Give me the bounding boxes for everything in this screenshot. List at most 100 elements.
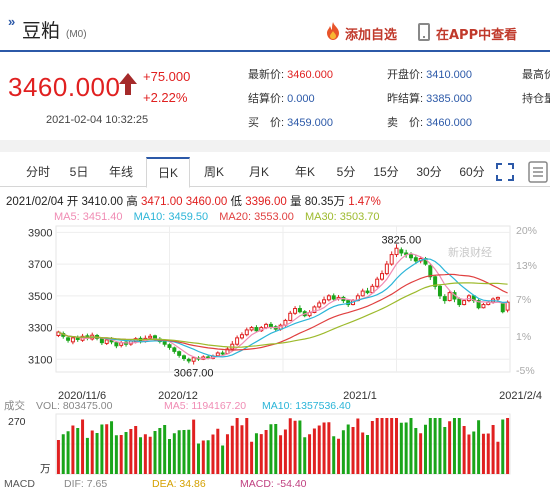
volume-bar xyxy=(158,428,162,474)
tab-1[interactable]: 5日 xyxy=(69,165,89,179)
candle-body xyxy=(181,355,186,360)
volume-bar xyxy=(308,434,312,474)
volume-bar xyxy=(385,418,389,474)
volume-bar xyxy=(317,425,321,474)
candle-body xyxy=(428,265,433,278)
tab-5[interactable]: 月K xyxy=(248,165,269,179)
volume-bar xyxy=(71,425,75,474)
candle-body xyxy=(66,337,71,341)
candle-body xyxy=(148,335,153,339)
vol-section-label: 成交 xyxy=(4,399,25,412)
candle-body xyxy=(239,334,244,339)
tab-8[interactable]: 15分 xyxy=(373,165,399,179)
volume-bar xyxy=(95,433,99,474)
info-open-label: 开 xyxy=(66,196,79,208)
fire-icon xyxy=(327,22,339,40)
field-bid: 买 价: 3459.000 xyxy=(248,117,334,129)
tab-6[interactable]: 年K xyxy=(294,165,315,179)
sidebar-icon[interactable] xyxy=(528,160,548,184)
volume-bar xyxy=(337,438,341,474)
volume-bar xyxy=(462,426,466,474)
candle-body xyxy=(317,302,322,308)
candle-body xyxy=(191,357,196,362)
volume-bar xyxy=(148,436,152,474)
candle-body xyxy=(322,299,327,304)
field-last: 最新价: 3460.000 xyxy=(248,69,334,81)
volume-bar xyxy=(61,434,65,474)
volume-bar xyxy=(366,435,370,474)
volume-bar xyxy=(211,434,215,474)
candle-body xyxy=(331,295,336,300)
view-in-app-button[interactable]: 在APP中查看 xyxy=(436,28,518,43)
tab-9[interactable]: 30分 xyxy=(416,165,442,179)
volume-bar xyxy=(346,424,350,474)
candle-body xyxy=(167,344,172,348)
y-tick-label: 3500 xyxy=(28,291,52,303)
volume-bar xyxy=(201,440,205,474)
fullscreen-icon[interactable] xyxy=(496,163,514,181)
volume-bar xyxy=(90,430,94,474)
volume-bar xyxy=(187,429,191,474)
candle-body xyxy=(70,337,75,343)
ma5-line xyxy=(58,252,508,360)
volume-bar xyxy=(501,419,505,474)
candle-body xyxy=(389,254,394,265)
volume-bar xyxy=(66,431,70,474)
tab-0[interactable]: 分时 xyxy=(25,165,50,179)
ma-legend: MA5: 3451.40 MA10: 3459.50 MA20: 3553.00… xyxy=(54,211,388,223)
candle-body xyxy=(297,308,302,313)
volume-bar xyxy=(250,441,254,474)
info-pct: 1.47% xyxy=(348,196,381,208)
volume-bar xyxy=(105,424,109,474)
vol-axis-unit: 万 xyxy=(40,463,51,475)
volume-bar xyxy=(341,430,345,474)
candle-body xyxy=(293,308,298,314)
volume-bar xyxy=(477,420,481,474)
volume-bar xyxy=(196,443,200,474)
price-annotation: 3825.00 xyxy=(381,234,421,246)
tab-3[interactable]: 日K xyxy=(146,157,190,188)
volume-bar xyxy=(139,437,143,474)
volume-bar xyxy=(85,437,89,474)
tab-7[interactable]: 5分 xyxy=(336,165,356,179)
volume-bar xyxy=(192,419,196,474)
volume-bar xyxy=(356,418,360,474)
up-arrow-icon xyxy=(119,73,137,95)
volume-bar xyxy=(100,424,104,474)
tab-2[interactable]: 年线 xyxy=(108,165,133,179)
candle-body xyxy=(481,304,486,309)
field-high: 最高价: xyxy=(522,69,550,81)
ma30-line xyxy=(58,282,508,348)
ma30-label: MA30: 3503.70 xyxy=(304,211,380,223)
phone-icon xyxy=(418,23,430,41)
volume-bar xyxy=(298,420,302,474)
candle-body xyxy=(220,352,225,355)
field-prev-settle: 昨结算: 3385.000 xyxy=(387,93,473,105)
field-settle: 结算价: 0.000 xyxy=(248,93,315,105)
x-tick-label: 2021/2/4 xyxy=(499,390,542,402)
ma20-label: MA20: 3553.00 xyxy=(219,211,294,223)
volume-bar xyxy=(399,422,403,474)
period-tabs xyxy=(0,157,550,187)
header-divider xyxy=(0,50,550,52)
kline-info: 2021/02/04 开 3410.00 高 3471.00 3460.00 低… xyxy=(6,193,381,209)
candle-body xyxy=(433,276,438,287)
tab-4[interactable]: 周K xyxy=(203,165,224,179)
candle-body xyxy=(249,327,254,331)
volume-bar xyxy=(414,428,418,474)
macd-dif: DIF: 7.65 xyxy=(64,478,107,488)
volume-bar xyxy=(351,427,355,474)
symbol-code: (M0) xyxy=(66,29,87,40)
volume-bar xyxy=(264,430,268,474)
volume-bar xyxy=(119,435,123,474)
tab-10[interactable]: 60分 xyxy=(459,165,485,179)
y-tick-label: 3700 xyxy=(28,259,52,271)
volume-bar xyxy=(419,433,423,474)
add-watchlist-button[interactable]: 添加自选 xyxy=(345,28,398,43)
vol-ma5: MA5: 1194167.20 xyxy=(164,400,246,412)
candle-body xyxy=(99,338,104,344)
info-open: 3410.00 xyxy=(81,196,124,208)
volume-bar xyxy=(283,429,287,474)
candle-body xyxy=(384,263,389,275)
